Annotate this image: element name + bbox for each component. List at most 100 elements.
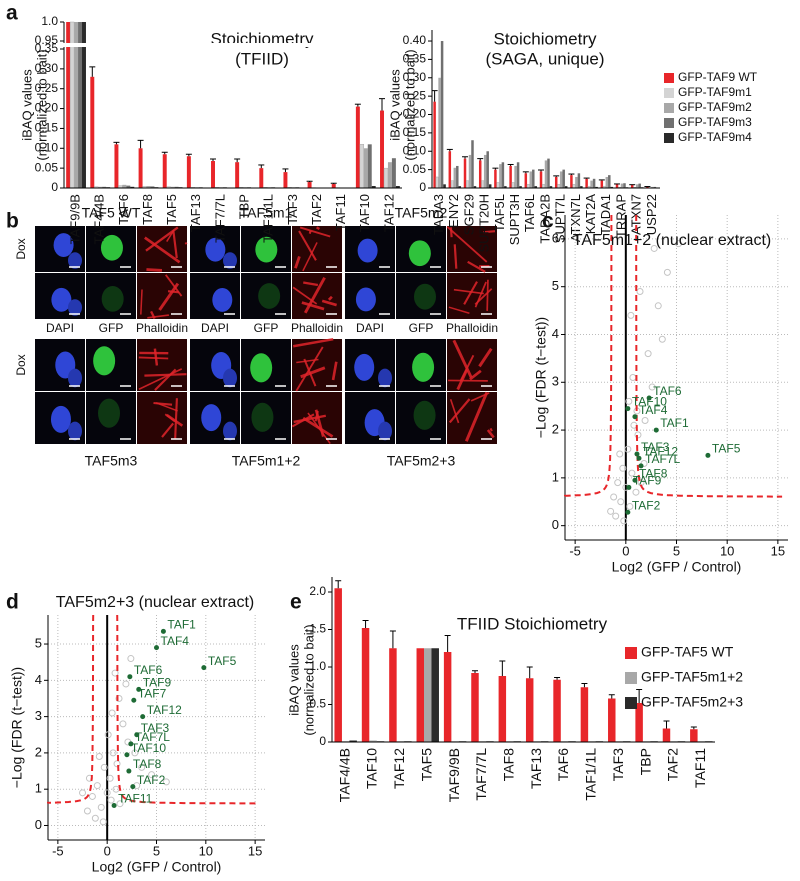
bar [539, 171, 543, 188]
actin-fiber [184, 241, 188, 245]
actin-fiber [155, 402, 178, 412]
protein-point [134, 732, 140, 738]
bar [630, 185, 634, 188]
y-tick-label: 5 [552, 278, 559, 293]
actin-fiber [448, 306, 470, 314]
bar [146, 186, 151, 188]
actin-fiber [452, 339, 473, 379]
bar [138, 148, 143, 188]
y-axis-label: (normalized to bait) [402, 49, 417, 160]
bar [499, 164, 502, 188]
bar [433, 101, 436, 188]
actin-fiber [167, 290, 179, 294]
bar [211, 160, 215, 188]
bar [78, 22, 83, 188]
x-axis-label: Log2 (GFP / Control) [92, 859, 222, 875]
y-tick-label: 0 [419, 180, 426, 194]
y-tick-label: 0.15 [403, 125, 427, 139]
chart-title: (TFIID) [235, 49, 289, 68]
background-point [138, 763, 146, 771]
background-point [610, 493, 618, 501]
background-point [663, 268, 671, 276]
x-tick-label: TADA1 [598, 194, 613, 235]
background-point [116, 800, 124, 808]
bar [443, 184, 446, 188]
actin-fiber [138, 356, 169, 360]
bar [471, 673, 479, 742]
bar [456, 165, 459, 188]
nucleus [357, 238, 378, 263]
gfp-signal [93, 346, 116, 376]
y-tick-label: 4 [552, 326, 559, 341]
x-tick-label: TAF10 [357, 194, 372, 232]
bar [395, 186, 400, 188]
bar [466, 180, 469, 189]
x-tick-label: TAF6 [116, 194, 131, 225]
gfp-signal [250, 353, 273, 383]
x-tick-label: TAF4/4B [92, 194, 107, 244]
y-axis-label: (normalized to bait) [34, 49, 49, 160]
channel-label: Phalloidin [446, 321, 498, 335]
bar [580, 186, 583, 188]
point-label: TAF10 [131, 741, 166, 755]
background-point [654, 302, 662, 310]
x-tick-label: -5 [569, 543, 581, 558]
background-point [634, 431, 642, 439]
x-tick-label: ATXN7 [629, 194, 644, 235]
nucleus [378, 421, 392, 441]
legend-swatch [664, 133, 674, 143]
y-axis-label: iBAQ values [19, 69, 34, 141]
condition-label: TAF5m3 [85, 453, 138, 469]
bar [501, 162, 505, 188]
bar [511, 182, 515, 189]
threshold-curve [47, 614, 95, 804]
protein-point [136, 686, 142, 692]
legend-swatch [625, 672, 637, 684]
actin-fiber [293, 337, 334, 348]
protein-point [140, 714, 146, 720]
bar [359, 144, 365, 189]
bar [646, 186, 649, 188]
bar [150, 186, 155, 188]
protein-point [160, 628, 166, 634]
protein-point [127, 674, 133, 680]
gfp-signal [412, 352, 435, 382]
background-point [79, 789, 87, 797]
actin-fiber [489, 427, 493, 432]
x-tick-label: SUPT7L [553, 194, 568, 243]
bar [440, 41, 444, 188]
y-tick-label: 0.95 [35, 33, 59, 47]
actin-fiber [140, 289, 143, 315]
threshold-curve [564, 215, 613, 497]
legend-label: GFP-TAF9m1 [678, 85, 752, 99]
x-tick-label: 15 [771, 543, 785, 558]
x-tick-label: TAF6L [522, 194, 537, 232]
bar [610, 186, 614, 188]
actin-bg [447, 339, 497, 391]
bar [553, 679, 561, 742]
protein-point [154, 645, 159, 651]
background-point [658, 335, 666, 343]
bar [389, 648, 397, 742]
nucleus [50, 405, 71, 433]
y-tick-label: 0.05 [403, 162, 427, 176]
channel-label: Phalloidin [136, 321, 188, 335]
point-label: TAF8 [133, 757, 162, 771]
background-point [113, 760, 121, 768]
nucleus [201, 404, 222, 432]
bar [363, 148, 368, 188]
y-tick-label: 1.0 [41, 14, 58, 28]
bar [349, 740, 357, 742]
panel-label: e [290, 591, 302, 614]
actin-fiber [453, 244, 458, 269]
bar [564, 186, 568, 188]
x-tick-label: TAF13 [188, 194, 203, 232]
threshold-curve [635, 215, 783, 498]
bar [605, 176, 609, 188]
x-tick-label: TAF11 [692, 748, 708, 788]
bar [590, 180, 593, 188]
bar [615, 184, 619, 188]
y-axis-label: −Log (FDR (t−test)) [533, 317, 549, 438]
y-tick-label: 3 [552, 374, 559, 389]
bar [585, 178, 588, 188]
